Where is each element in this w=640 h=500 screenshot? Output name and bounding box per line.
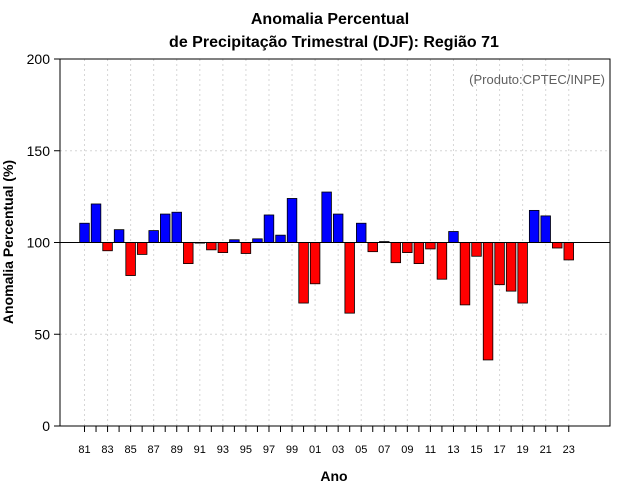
- x-tick-label: 97: [263, 444, 275, 456]
- bar-87: [148, 230, 159, 243]
- x-tick-label: 85: [124, 444, 136, 456]
- bar-95: [240, 242, 252, 254]
- bar-93: [217, 242, 229, 253]
- bar-21: [540, 215, 551, 243]
- bar-13: [448, 231, 459, 243]
- bar-84: [113, 229, 125, 243]
- bar-17: [494, 242, 505, 286]
- y-axis-title: Anomalia Percentual (%): [0, 160, 16, 324]
- bar-92: [206, 242, 217, 251]
- y-axis: 0 50 100 150 200: [27, 51, 60, 434]
- bar-02: [321, 191, 332, 243]
- bar-11: [425, 242, 436, 250]
- bar-09: [402, 242, 413, 253]
- y-tick-label: 0: [42, 418, 50, 434]
- y-tick-label: 200: [27, 51, 51, 67]
- x-tick-label: 17: [493, 444, 505, 456]
- x-tick-label: 03: [332, 444, 344, 456]
- bars: [79, 191, 574, 361]
- bar-04: [344, 242, 355, 314]
- bar-10: [413, 242, 425, 265]
- x-tick-label: 89: [171, 444, 183, 456]
- bar-89: [171, 211, 182, 243]
- x-tick-label: 87: [148, 444, 160, 456]
- y-tick-label: 150: [27, 143, 51, 159]
- bar-03: [332, 213, 344, 243]
- bar-01: [309, 242, 321, 285]
- bar-96: [252, 238, 263, 243]
- grid: [60, 59, 610, 426]
- chart-title-line2: de Precipitação Trimestral (DJF): Região…: [169, 34, 499, 51]
- x-tick-label: 09: [401, 444, 413, 456]
- bar-81: [79, 222, 90, 243]
- bar-20: [528, 209, 540, 243]
- x-tick-label: 83: [101, 444, 113, 456]
- bar-85: [125, 242, 136, 276]
- x-tick-label: 23: [563, 444, 575, 456]
- x-tick-label: 81: [78, 444, 90, 456]
- x-axis: 81 83 85 87 89 91 93 95 97 99 01 03 05 07 09 11 13 15 17 19…: [78, 426, 575, 456]
- bar-05: [356, 222, 367, 243]
- bar-19: [517, 242, 528, 304]
- x-tick-label: 15: [470, 444, 482, 456]
- bar-90: [183, 242, 194, 265]
- bar-97: [263, 214, 275, 243]
- x-tick-label: 19: [517, 444, 529, 456]
- x-tick-label: 01: [309, 444, 321, 456]
- bar-83: [102, 242, 113, 252]
- bar-15: [471, 242, 482, 257]
- bar-08: [390, 242, 402, 264]
- x-tick-label: 95: [240, 444, 252, 456]
- credit-label: (Produto:CPTEC/INPE): [469, 72, 605, 87]
- bar-23: [563, 242, 574, 261]
- x-tick-label: 07: [378, 444, 390, 456]
- bar-14: [459, 242, 471, 306]
- y-tick-label: 50: [34, 326, 50, 342]
- y-tick-label: 100: [27, 235, 51, 251]
- x-tick-label: 93: [217, 444, 229, 456]
- bar-82: [90, 203, 102, 243]
- bar-00: [298, 242, 309, 304]
- x-tick-label: 05: [355, 444, 367, 456]
- bar-99: [286, 198, 298, 243]
- bar-12: [436, 242, 448, 280]
- x-tick-label: 99: [286, 444, 298, 456]
- bar-98: [275, 234, 286, 243]
- x-tick-label: 11: [425, 444, 436, 456]
- x-tick-label: 91: [194, 444, 206, 456]
- chart-title-line1: Anomalia Percentual: [251, 11, 409, 28]
- x-axis-title: Ano: [320, 468, 347, 484]
- bar-18: [505, 242, 517, 292]
- bar-22: [552, 242, 563, 249]
- bar-88: [160, 213, 171, 243]
- x-tick-label: 21: [540, 444, 552, 456]
- x-tick-label: 13: [447, 444, 459, 456]
- bar-06: [367, 242, 378, 253]
- bar-86: [136, 242, 148, 255]
- bar-16: [482, 242, 494, 361]
